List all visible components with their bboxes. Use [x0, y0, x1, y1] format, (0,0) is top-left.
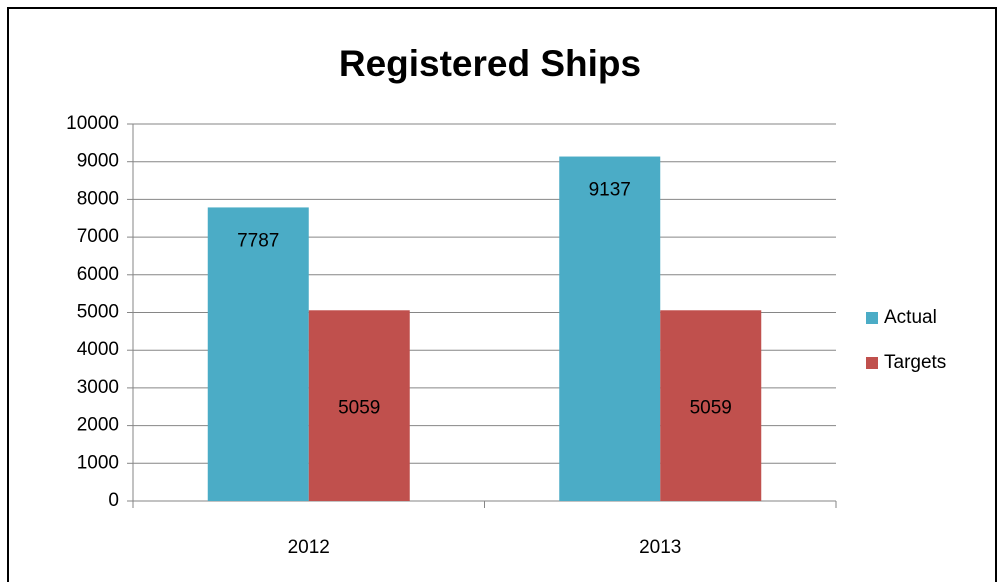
data-label: 9137 [589, 180, 631, 201]
y-tick-label: 8000 [77, 188, 119, 209]
y-tick-label: 3000 [77, 377, 119, 398]
y-tick-label: 7000 [77, 226, 119, 247]
data-label: 7787 [237, 230, 279, 251]
y-tick-label: 1000 [77, 452, 119, 473]
y-tick-label: 5000 [77, 302, 119, 323]
legend-label: Targets [884, 352, 946, 373]
bar [660, 310, 762, 501]
data-label: 5059 [690, 398, 732, 419]
legend-label: Actual [884, 307, 937, 328]
bar [308, 310, 410, 501]
y-tick-label: 4000 [77, 339, 119, 360]
y-tick-label: 9000 [77, 151, 119, 172]
y-tick-label: 0 [108, 490, 119, 511]
x-tick-label: 2012 [288, 537, 330, 558]
legend-swatch [866, 312, 878, 324]
y-tick-label: 6000 [77, 264, 119, 285]
data-label: 5059 [338, 398, 380, 419]
bar [559, 156, 661, 501]
legend-swatch [866, 357, 878, 369]
bar [207, 207, 309, 501]
chart-border [7, 7, 997, 582]
y-tick-label: 2000 [77, 415, 119, 436]
chart-title: Registered Ships [339, 43, 641, 84]
y-tick-label: 10000 [66, 113, 119, 134]
x-tick-label: 2013 [639, 537, 681, 558]
